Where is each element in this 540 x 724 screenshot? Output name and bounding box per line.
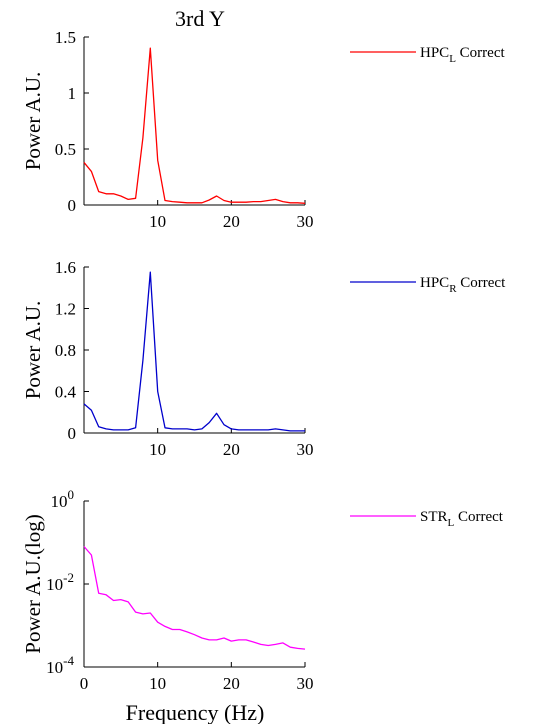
x-tick-label: 30 xyxy=(297,440,314,459)
x-tick-label: 30 xyxy=(297,212,314,231)
panels: 10 20 30 0 0.5 1 1.5 Power A.U. HPCL Correct 10 20… xyxy=(21,28,506,693)
y-tick-label: 0.8 xyxy=(55,341,76,360)
y-tick-label: 1 xyxy=(68,84,77,103)
series-line xyxy=(83,546,306,650)
y-tick-label: 0.4 xyxy=(55,383,77,402)
y-tick-label: 1.2 xyxy=(55,300,76,319)
y-axis-label: Power A.U. xyxy=(21,72,45,171)
panel-1: 10 20 30 0 0.5 1 1.5 Power A.U. HPCL Correct xyxy=(21,28,505,231)
y-tick-label: 1.6 xyxy=(55,258,76,277)
x-tick-label: 20 xyxy=(223,440,240,459)
y-axis-label: Power A.U. xyxy=(21,301,45,400)
y-tick-label: 0 xyxy=(68,196,77,215)
series-line xyxy=(83,47,306,204)
legend-label: HPCR Correct xyxy=(420,275,506,295)
y-tick-label: 10-4 xyxy=(46,653,74,677)
x-tick-label: 20 xyxy=(223,212,240,231)
figure-title: 3rd Y xyxy=(175,6,225,31)
y-tick-label: 0 xyxy=(68,424,77,443)
y-tick-label: 0.5 xyxy=(55,140,76,159)
y-axis-label: Power A.U.(log) xyxy=(21,514,45,653)
panel-2: 10 20 30 0 0.4 0.8 1.2 1.6 Power A.U. HPCR Correc… xyxy=(21,258,506,459)
x-axis-label: Frequency (Hz) xyxy=(126,700,265,724)
y-tick-label: 1.5 xyxy=(55,28,76,47)
x-tick-label: 10 xyxy=(149,212,166,231)
y-tick-label: 10-2 xyxy=(46,570,74,594)
legend-label: STRL Correct xyxy=(420,509,504,529)
x-tick-label: 30 xyxy=(297,674,314,693)
y-tick-label: 100 xyxy=(51,487,75,511)
x-tick-label: 10 xyxy=(149,674,166,693)
series-line xyxy=(83,271,305,432)
x-tick-label: 10 xyxy=(149,440,166,459)
legend-label: HPCL Correct xyxy=(420,45,505,65)
x-tick-label: 20 xyxy=(223,674,240,693)
x-tick-label: 0 xyxy=(80,674,89,693)
